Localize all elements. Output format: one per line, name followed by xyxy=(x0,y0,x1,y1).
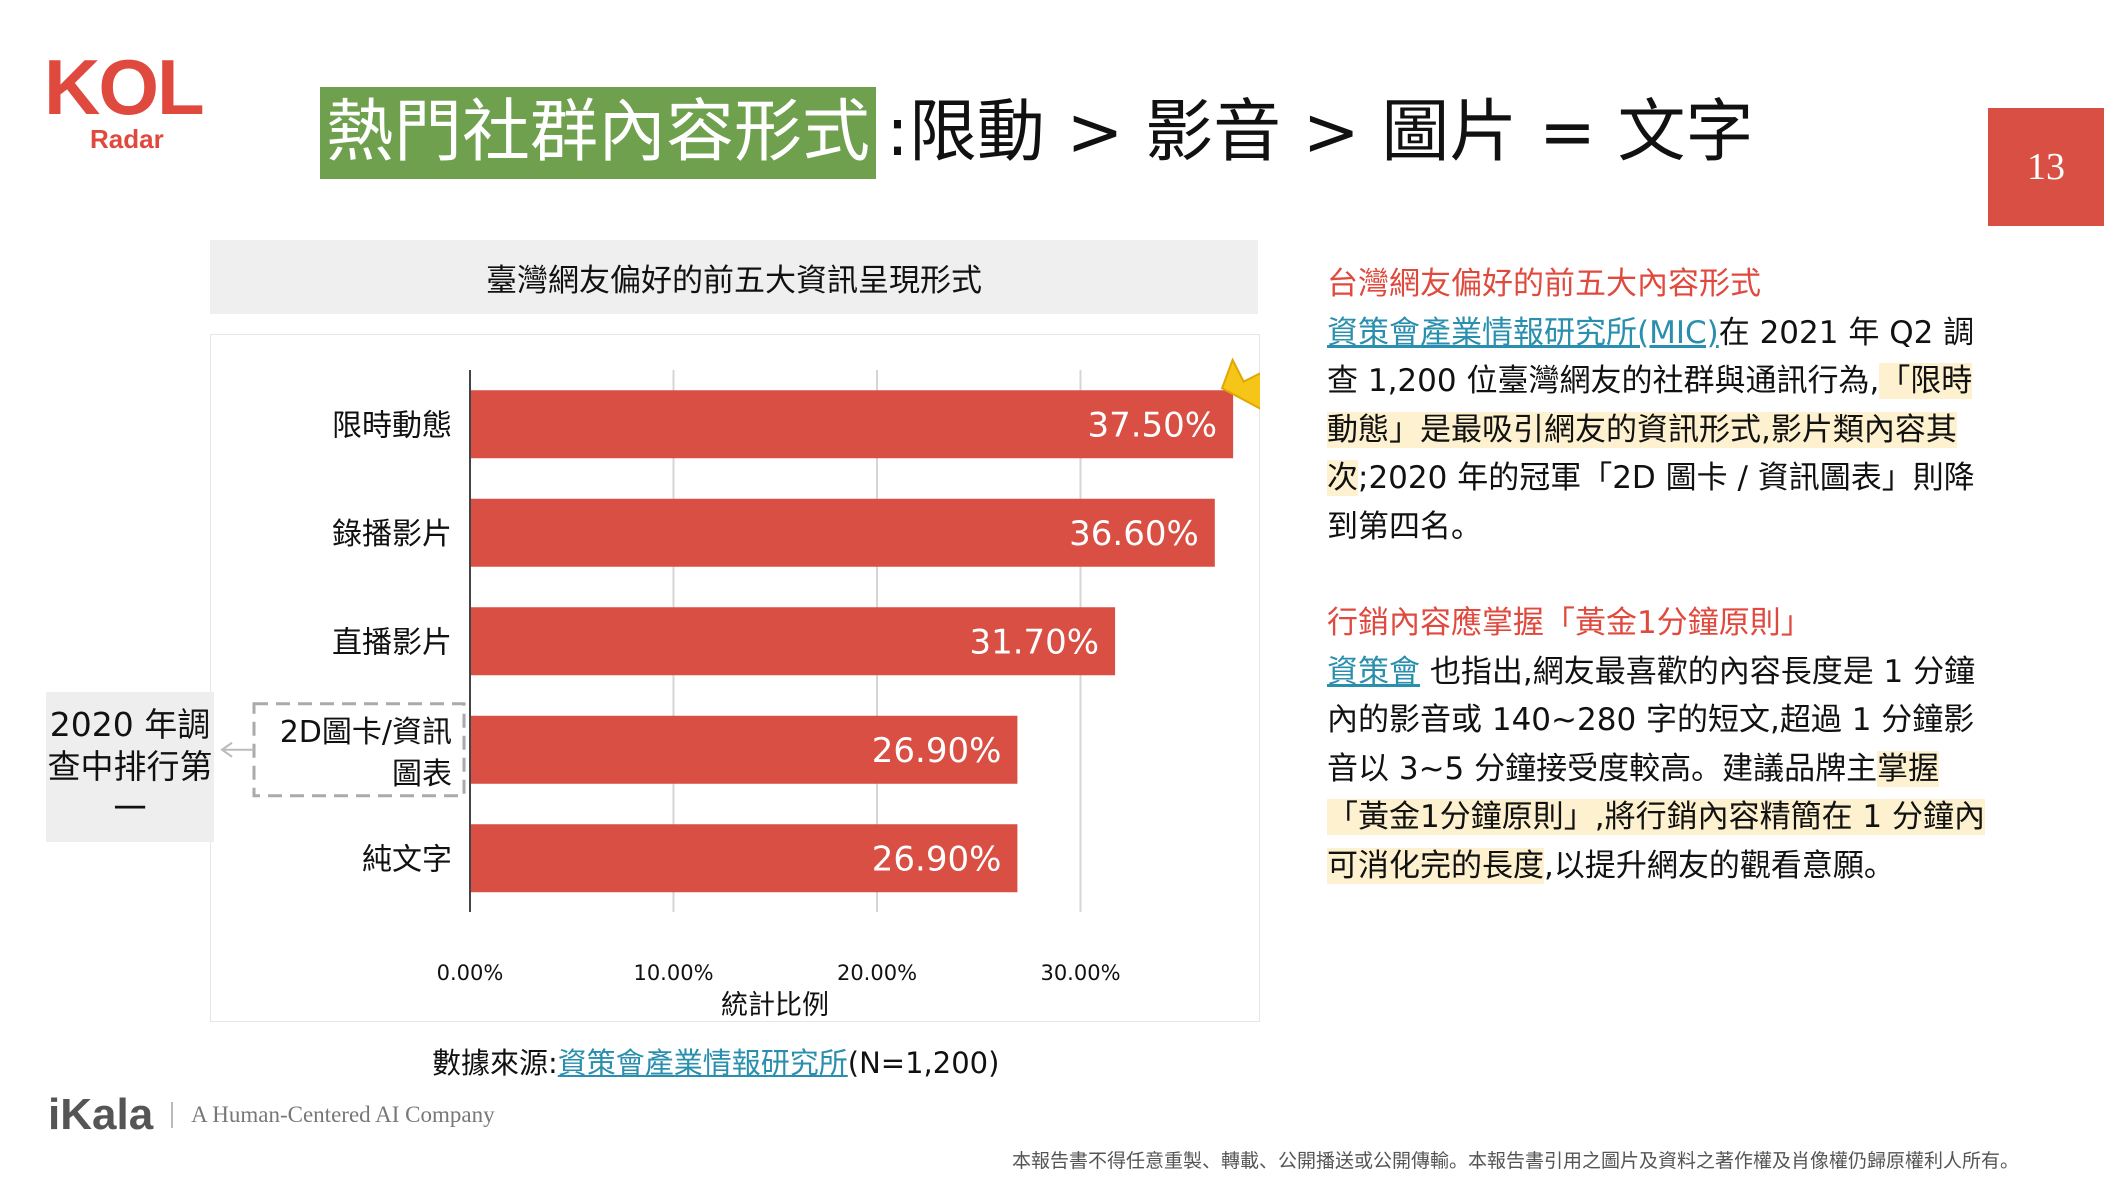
chart-frame xyxy=(210,334,1260,1022)
footer-tagline: A Human-Centered AI Company xyxy=(191,1102,495,1127)
title-rest: :限動 > 影音 > 圖片 = 文字 xyxy=(886,93,1754,172)
source-suffix: (N=1,200) xyxy=(847,1046,1000,1080)
section2-text-a: 也指出,網友最喜歡的內容長度是 1 分鐘內的影音或 140~280 字的短文,超… xyxy=(1327,653,1976,787)
chart-title: 臺灣網友偏好的前五大資訊呈現形式 xyxy=(210,240,1258,314)
slide-title: 熱門社群內容形式 :限動 > 影音 > 圖片 = 文字 xyxy=(320,87,1754,179)
logo-radar-text: Radar xyxy=(90,124,164,154)
arrow-head-icon xyxy=(220,741,233,758)
bar xyxy=(471,390,1234,459)
section1-text-b: ;2020 年的冠軍「2D 圖卡 / 資訊圖表」則降到第四名。 xyxy=(1327,460,1975,545)
x-tick-label: 20.00% xyxy=(837,961,917,985)
bar xyxy=(471,607,1116,676)
logo-kol-text: KOL xyxy=(44,43,205,131)
mic-link[interactable]: 資策會產業情報研究所(MIC) xyxy=(1327,314,1719,351)
x-tick-label: 0.00% xyxy=(437,961,504,985)
category-label: 直播影片 xyxy=(332,625,452,660)
section2-body: 資策會 也指出,網友最喜歡的內容長度是 1 分鐘內的影音或 140~280 字的… xyxy=(1327,648,1987,891)
page-number: 13 xyxy=(1988,108,2104,226)
source-prefix: 數據來源: xyxy=(432,1046,558,1080)
category-label: 限時動態 xyxy=(332,408,452,443)
bar-value-label: 36.60% xyxy=(1069,514,1199,554)
bar xyxy=(471,715,1018,784)
category-label: 圖表 xyxy=(392,757,452,792)
section2-heading: 行銷內容應掌握「黃金1分鐘原則」 xyxy=(1327,605,1812,641)
footer-divider xyxy=(171,1102,174,1128)
footer-brand: iKala A Human-Centered AI Company xyxy=(48,1090,495,1140)
data-source: 數據來源:資策會產業情報研究所(N=1,200) xyxy=(432,1040,999,1082)
kol-radar-logo: KOL Radar xyxy=(44,48,214,158)
section1-heading: 台灣網友偏好的前五大內容形式 xyxy=(1327,266,1761,302)
ranking-callout: 2020 年調查中排行第一 xyxy=(46,692,214,842)
section1-text-a: 在 2021 年 Q2 調查 1,200 位臺灣網友的社群與通訊行為, xyxy=(1327,314,1975,400)
bar xyxy=(471,498,1215,567)
x-axis-title: 統計比例 xyxy=(721,990,829,1021)
category-label: 純文字 xyxy=(362,842,452,877)
category-label: 錄播影片 xyxy=(332,517,452,552)
title-highlight: 熱門社群內容形式 xyxy=(320,87,877,179)
section2-text-b: ,以提升網友的觀看意願。 xyxy=(1544,847,1895,884)
ikala-logo: iKala xyxy=(48,1090,154,1139)
bar-value-label: 31.70% xyxy=(969,622,1099,662)
iii-link[interactable]: 資策會 xyxy=(1327,653,1420,690)
section1-body: 資策會產業情報研究所(MIC)在 2021 年 Q2 調查 1,200 位臺灣網… xyxy=(1327,309,1987,552)
bar-value-label: 26.90% xyxy=(872,839,1002,879)
bar-value-label: 26.90% xyxy=(872,731,1002,771)
bar xyxy=(471,824,1018,893)
crown-icon xyxy=(1220,357,1260,418)
x-tick-label: 10.00% xyxy=(633,961,713,985)
bar-value-label: 37.50% xyxy=(1087,405,1217,445)
bar-chart: 0.00% 10.00% 20.00% 30.00% 37.50% 限時動態 36.60% 錄… xyxy=(220,357,1260,1021)
source-link[interactable]: 資策會產業情報研究所 xyxy=(557,1046,848,1080)
x-tick-label: 30.00% xyxy=(1040,961,1120,985)
category-label: 2D圖卡/資訊 xyxy=(280,715,452,750)
copyright-disclaimer: 本報告書不得任意重製、轉載、公開播送或公開傳輸。本報告書引用之圖片及資料之著作權… xyxy=(1012,1150,2020,1172)
insight-panel: 台灣網友偏好的前五大內容形式 資策會產業情報研究所(MIC)在 2021 年 Q… xyxy=(1327,260,1987,890)
